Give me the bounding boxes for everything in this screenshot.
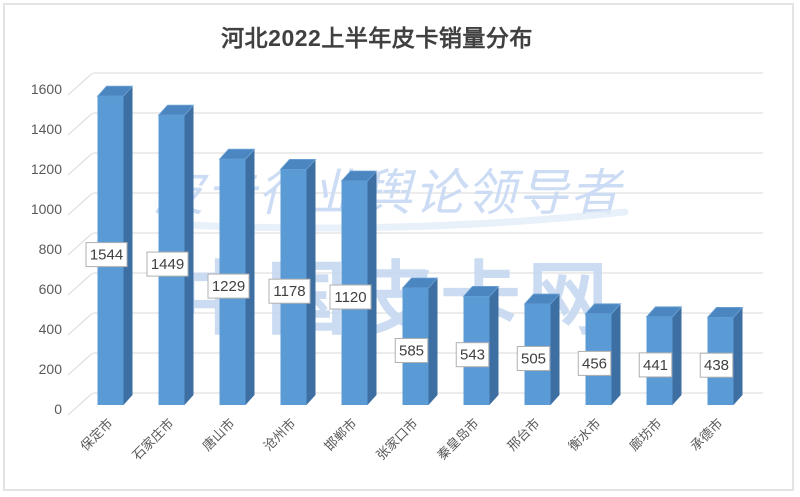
value-label-text: 1120 <box>334 289 366 306</box>
y-tick-label: 400 <box>39 321 63 337</box>
axis-tick <box>67 312 93 336</box>
chart-title: 河北2022上半年皮卡销量分布 <box>221 25 533 51</box>
city-label: 邯郸市 <box>321 416 359 454</box>
image-border <box>3 3 794 491</box>
bar <box>96 85 134 405</box>
axis-tick <box>67 352 93 376</box>
y-tick-label: 800 <box>39 241 63 257</box>
value-label-box <box>516 346 551 371</box>
axis-tick <box>67 232 93 256</box>
value-label: 1229 <box>207 273 250 299</box>
value-label-text: 1229 <box>212 278 245 295</box>
value-label-box <box>268 278 311 304</box>
axis-tick <box>67 392 93 416</box>
bar-side-face <box>672 306 682 405</box>
value-label-box <box>394 338 429 363</box>
x-axis-labels: 保定市 石家庄市 唐山市 沧州市 邯郸市 张家口市 秦皇岛市 邢台市 衡水市 廊坊市 承德市 <box>77 416 725 463</box>
value-label-text: 505 <box>521 351 546 368</box>
city-label: 衡水市 <box>565 416 603 454</box>
y-axis-labels: 0 200 400 600 800 1000 1200 1400 1600 <box>31 81 62 417</box>
value-label-box <box>85 242 128 268</box>
bar-side-face <box>306 159 316 405</box>
bar <box>218 148 256 405</box>
value-label-box <box>638 352 673 378</box>
city-label: 承德市 <box>687 416 725 454</box>
value-label: 505 <box>516 346 551 371</box>
value-label: 1120 <box>329 284 372 310</box>
city-label: 保定市 <box>77 416 115 454</box>
value-label-box <box>699 352 734 378</box>
value-label: 441 <box>638 352 673 378</box>
value-label-box <box>577 350 612 376</box>
value-label: 543 <box>455 342 490 368</box>
value-label-box <box>146 251 189 277</box>
value-label-box <box>329 284 372 310</box>
value-label: 585 <box>394 338 429 363</box>
city-label: 沧州市 <box>260 416 298 454</box>
y-tick-label: 1200 <box>31 161 62 177</box>
y-tick-label: 600 <box>39 281 63 297</box>
value-label: 438 <box>699 352 734 378</box>
value-label: 1449 <box>146 251 189 277</box>
value-label-text: 441 <box>643 357 668 374</box>
value-label-text: 585 <box>399 343 424 360</box>
value-label: 1544 <box>85 242 128 268</box>
value-label-text: 438 <box>704 357 729 374</box>
axis-tick <box>67 112 93 136</box>
value-label-text: 1544 <box>90 247 123 264</box>
bar-side-face <box>733 307 743 405</box>
y-tick-label: 0 <box>54 401 62 417</box>
value-label-box <box>207 273 250 299</box>
bar-side-face <box>550 294 560 405</box>
y-tick-label: 1000 <box>31 201 62 217</box>
value-label: 456 <box>577 350 612 376</box>
bar-side-face <box>123 86 133 405</box>
y-tick-label: 200 <box>39 361 63 377</box>
bar-side-face <box>184 105 194 405</box>
value-label-box <box>455 342 490 368</box>
bar-side-face <box>611 303 621 405</box>
value-labels: 1544 1449 1229 1178 1120 585 543 505 456 441 438 <box>85 242 734 378</box>
city-label: 唐山市 <box>199 416 237 454</box>
city-label: 邢台市 <box>504 416 542 454</box>
value-label-text: 456 <box>582 355 607 372</box>
axis-tick <box>67 152 93 176</box>
bar-side-face <box>245 149 255 405</box>
value-label-text: 543 <box>460 347 485 364</box>
city-label: 廊坊市 <box>626 416 664 454</box>
bar-side-face <box>367 171 377 405</box>
city-label: 秦皇岛市 <box>434 416 481 463</box>
bar-side-face <box>428 278 438 405</box>
value-label-text: 1449 <box>151 256 184 273</box>
y-tick-label: 1600 <box>31 81 62 97</box>
city-label: 张家口市 <box>373 416 420 463</box>
bar-side-face <box>489 286 499 405</box>
city-label: 石家庄市 <box>129 416 176 463</box>
axis-tick <box>67 192 93 216</box>
value-label: 1178 <box>268 278 311 304</box>
axis-tick <box>67 72 93 96</box>
y-tick-label: 1400 <box>31 121 62 137</box>
axis-tick <box>67 272 93 296</box>
value-label-text: 1178 <box>273 283 305 300</box>
